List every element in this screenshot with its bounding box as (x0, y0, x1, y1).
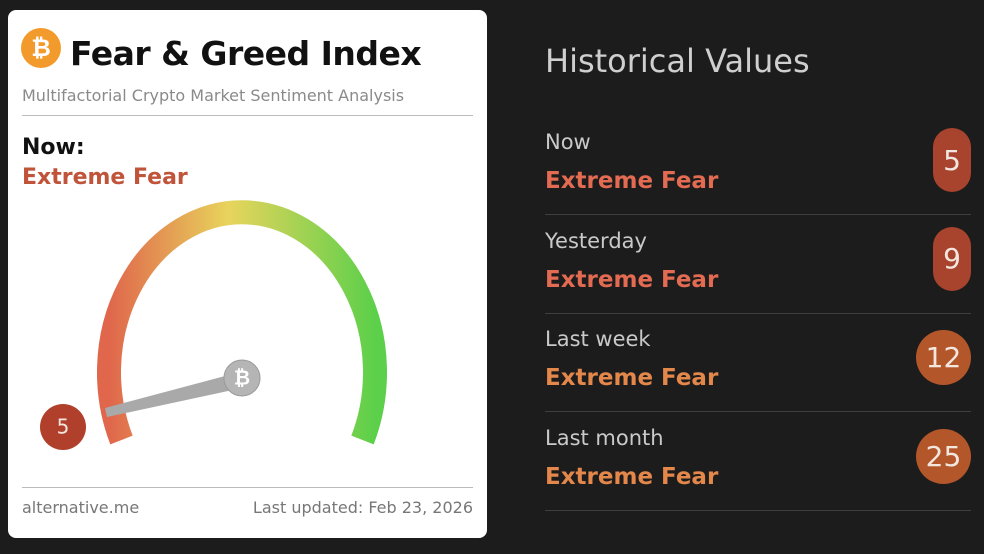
row-classification: Extreme Fear (545, 463, 719, 490)
row-classification: Extreme Fear (545, 365, 719, 391)
index-card: ₿ Fear & Greed Index Multifactorial Cryp… (8, 10, 487, 538)
needle (105, 372, 242, 417)
logo-symbol: ₿ (31, 34, 51, 62)
history-title: Historical Values (545, 42, 810, 80)
needle-hub (223, 359, 261, 397)
separator (545, 509, 971, 511)
logo: ₿ (21, 28, 61, 68)
card-subtitle: Multifactorial Crypto Market Sentiment A… (22, 86, 405, 105)
separator (545, 411, 971, 412)
now-label: Now: (22, 135, 85, 160)
value-badge: 12 (916, 330, 971, 385)
value-badge: 5 (933, 128, 971, 192)
last-updated: Last updated: Feb 23, 2026 (252, 498, 473, 517)
row-label: Yesterday (545, 228, 647, 253)
value-badge: 25 (916, 428, 971, 484)
separator (545, 312, 971, 314)
now-classification: Extreme Fear (22, 165, 188, 190)
value-badge: 9 (933, 226, 971, 291)
divider (22, 487, 473, 488)
row-label: Last month (545, 425, 664, 450)
source: alternative.me (22, 498, 140, 517)
history-row: Now Extreme Fear 5 (545, 117, 971, 215)
row-classification: Extreme Fear (545, 168, 719, 194)
hub-symbol: ₿ (234, 366, 250, 390)
history-row: Last month Extreme Fear 25 (545, 413, 971, 511)
row-label: Last week (545, 327, 651, 351)
history-row: Last week Extreme Fear 12 (545, 314, 971, 412)
divider (22, 115, 473, 116)
gauge-arc (97, 200, 387, 445)
row-classification: Extreme Fear (545, 266, 719, 293)
row-label: Now (545, 130, 591, 154)
value-badge (40, 404, 86, 450)
card-title: Fear & Greed Index (70, 34, 422, 73)
gauge: ₿ 5 (40, 200, 387, 450)
history-row: Yesterday Extreme Fear 9 (545, 216, 971, 314)
value-text: 5 (57, 415, 70, 439)
separator (545, 214, 971, 215)
